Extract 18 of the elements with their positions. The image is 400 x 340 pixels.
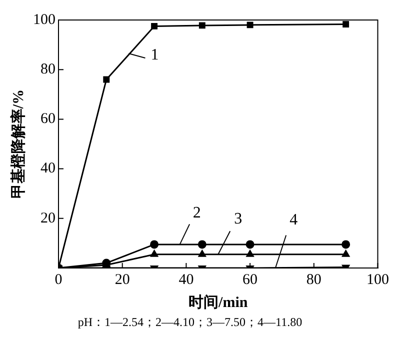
annotation: 1 [150,46,159,64]
annotation: 2 [192,204,201,222]
y-tick-label: 100 [33,12,56,28]
x-tick-label: 0 [54,272,62,288]
text: pH：1—2.54；2—4.10；3—7.50；4—11.80 [78,315,302,330]
y-tick-label: 40 [40,160,56,177]
x-tick-label: 60 [242,272,258,288]
y-tick-label: 60 [40,111,56,128]
x-tick-label: 20 [114,272,130,288]
x-tick-label: 80 [306,272,322,288]
y-tick-label: 20 [40,210,56,226]
annotation: 4 [290,212,298,229]
annotation: 3 [234,210,242,228]
y-tick-label: 80 [40,62,56,78]
x-tick-label: 100 [366,272,389,288]
x-axis-title: 时间/min [188,294,248,311]
y-axis-title: 甲基橙降解率/% [8,89,27,199]
x-tick-label: 40 [178,272,194,288]
